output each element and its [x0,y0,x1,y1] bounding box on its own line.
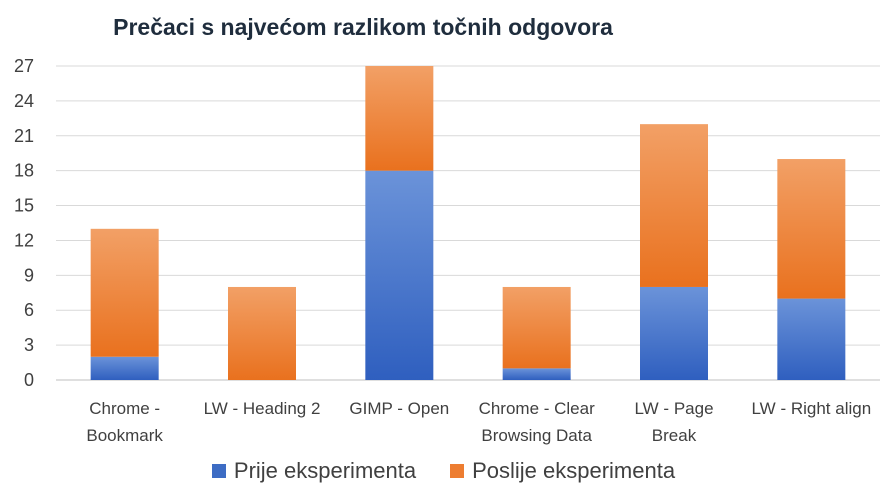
y-tick-label: 18 [14,161,34,181]
x-axis-labels: Chrome - Bookmark LW - Heading 2 GIMP - Ope… [86,399,871,445]
bar-segment-poslije [228,286,296,380]
y-tick-label: 27 [14,56,34,76]
y-tick-label: 24 [14,91,34,111]
bars [90,66,846,380]
y-tick-label: 15 [14,196,34,216]
y-axis-ticks: 0 3 6 9 12 15 18 21 24 27 [14,56,34,390]
x-category-label: GIMP - Open [349,399,449,418]
gridlines [56,65,880,381]
legend-item-prije: Prije eksperimenta [211,458,417,484]
bar-segment-poslije [640,124,708,287]
bar-segment-prije [502,368,571,380]
y-tick-label: 0 [24,370,34,390]
bar-segment-prije [640,286,708,380]
bar-segment-poslije [365,66,434,171]
x-category-label: Browsing Data [481,426,592,445]
legend-swatch-prije [211,464,226,478]
y-tick-label: 12 [14,230,34,250]
legend-label-prije: Prije eksperimenta [233,458,417,483]
x-category-label: LW - Right align [751,399,871,418]
y-tick-label: 9 [24,265,34,285]
bar-segment-poslije [502,286,571,369]
bar-segment-poslije [777,159,846,299]
x-category-label: LW - Page [634,399,713,418]
legend-label-poslije: Poslije eksperimenta [472,458,676,483]
x-category-label: Break [652,426,697,445]
x-category-label: LW - Heading 2 [204,399,321,418]
x-category-label: Bookmark [86,426,163,445]
x-category-label: Chrome - Clear [479,399,596,418]
x-category-label: Chrome - [89,399,160,418]
bar-segment-prije [365,170,434,380]
y-tick-label: 21 [14,126,34,146]
legend-swatch-poslije [450,464,465,478]
legend: Prije eksperimenta Poslije eksperimenta [0,458,887,484]
y-tick-label: 3 [24,335,34,355]
bar-segment-prije [777,298,846,380]
bar-segment-poslije [90,228,159,357]
y-tick-label: 6 [24,300,34,320]
legend-item-poslije: Poslije eksperimenta [450,458,675,484]
chart-title: Prečaci s najvećom razlikom točnih odgov… [113,14,613,40]
bar-segment-prije [90,356,159,380]
